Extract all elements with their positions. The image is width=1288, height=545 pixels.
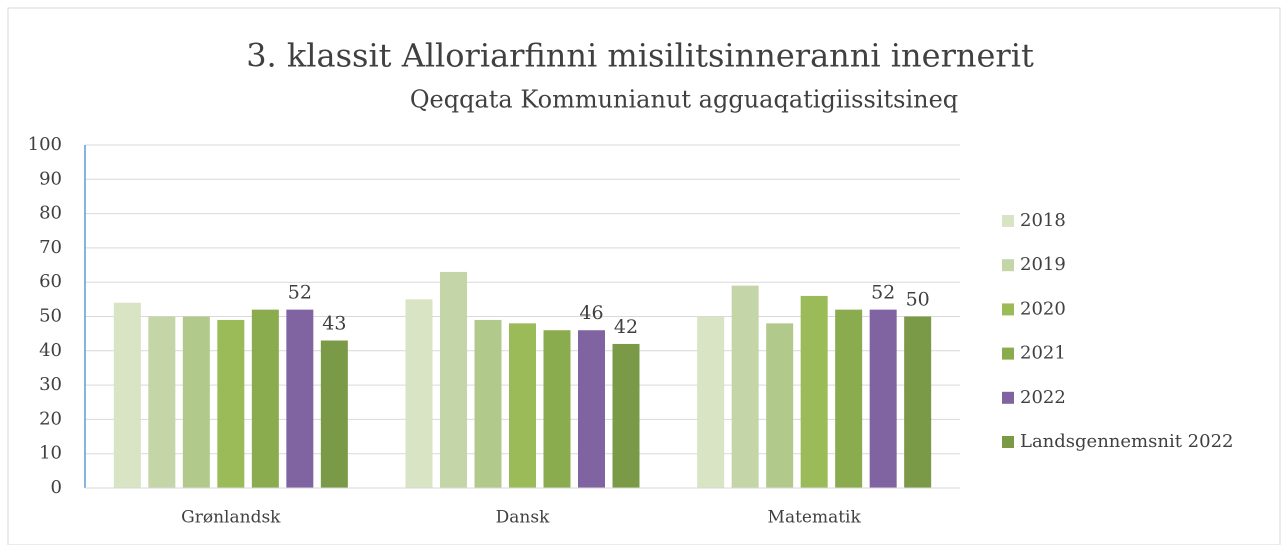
bar <box>320 340 348 488</box>
bar <box>217 319 245 488</box>
bar <box>474 319 502 488</box>
legend-label: 2018 <box>1020 210 1066 231</box>
y-tick-label: 0 <box>51 477 62 498</box>
data-label: 42 <box>614 316 638 338</box>
bar <box>543 330 571 488</box>
y-tick-label: 10 <box>39 443 62 464</box>
y-tick-label: 100 <box>28 134 62 155</box>
legend-swatch <box>1002 391 1014 404</box>
y-tick-label: 30 <box>39 374 62 395</box>
bar <box>835 309 863 488</box>
bar <box>251 309 279 488</box>
chart-title: 3. klassit Alloriarfinni misilitsinneran… <box>246 37 1034 75</box>
legend-swatch <box>1002 436 1014 448</box>
x-tick-label: Matematik <box>768 508 862 528</box>
legend-swatch <box>1002 259 1014 272</box>
data-label: 46 <box>579 302 603 324</box>
bar <box>766 323 794 488</box>
bar <box>148 316 176 488</box>
bar <box>182 316 210 488</box>
chart-subtitle: Qeqqata Kommunianut agguaqatigiissitsine… <box>410 86 958 114</box>
legend-swatch <box>1002 215 1014 227</box>
bar <box>869 309 897 488</box>
y-tick-label: 60 <box>39 271 62 292</box>
data-label: 52 <box>288 282 312 304</box>
legend-label: Landsgennemsnit 2022 <box>1020 431 1233 452</box>
legend-label: 2022 <box>1020 387 1066 408</box>
legend-label: 2019 <box>1020 254 1066 275</box>
bar <box>113 302 141 488</box>
y-tick-label: 20 <box>39 408 62 429</box>
legend-label: 2021 <box>1020 343 1066 364</box>
y-tick-label: 70 <box>39 237 62 258</box>
x-tick-label: Dansk <box>496 508 550 528</box>
bar <box>612 343 640 488</box>
bar <box>405 299 433 488</box>
data-label: 43 <box>322 313 346 335</box>
y-tick-label: 40 <box>39 340 62 361</box>
data-label: 52 <box>871 282 895 304</box>
bar <box>800 295 828 488</box>
bar <box>904 316 932 488</box>
data-label: 50 <box>906 289 930 311</box>
y-tick-label: 80 <box>39 203 62 224</box>
x-tick-label: Grønlandsk <box>181 508 281 528</box>
legend-label: 2020 <box>1020 298 1066 319</box>
y-tick-label: 90 <box>39 168 62 189</box>
bar <box>697 316 725 488</box>
bar <box>578 330 605 488</box>
bar <box>286 309 314 488</box>
bar <box>509 323 536 488</box>
y-tick-label: 50 <box>39 306 62 327</box>
bar <box>440 271 467 488</box>
bar <box>731 285 759 488</box>
legend-swatch <box>1002 347 1014 360</box>
legend-swatch <box>1002 303 1014 316</box>
